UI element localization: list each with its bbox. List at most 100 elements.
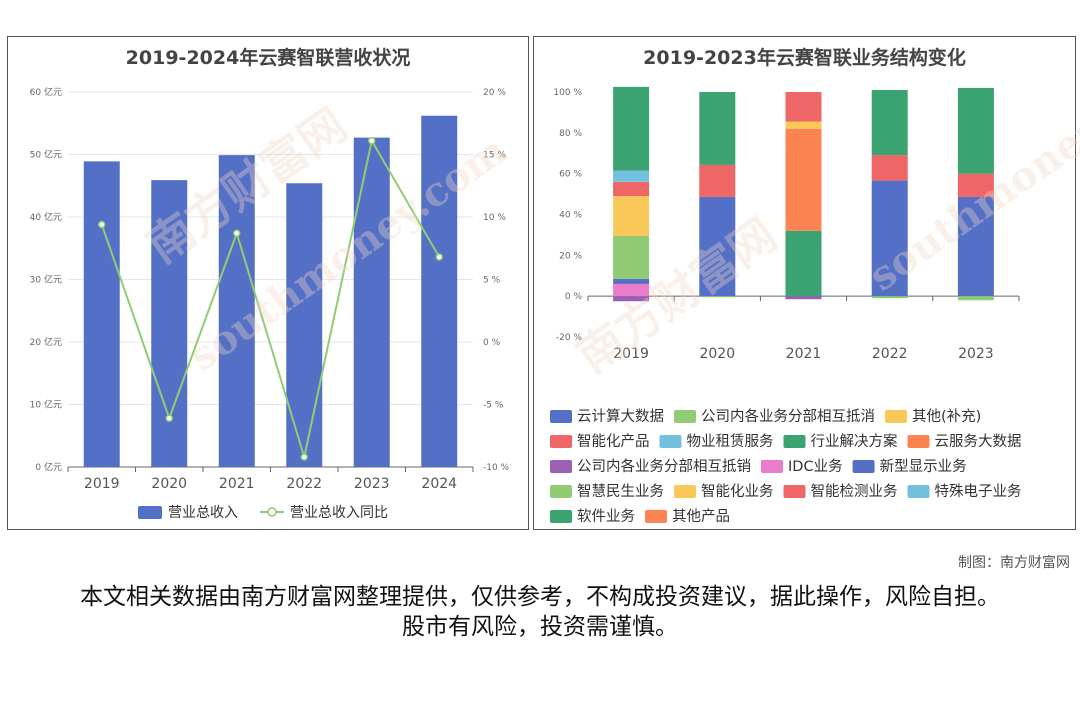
y-tick-label: -20 %	[556, 333, 583, 343]
legend-swatch	[783, 485, 806, 498]
right-tick-label: 20 %	[483, 88, 506, 98]
left-tick-label: 0 亿元	[35, 461, 62, 473]
legend-swatch	[550, 435, 572, 448]
stack-segment	[699, 196, 736, 297]
right-tick-label: -10 %	[483, 463, 510, 473]
revenue-bar	[286, 183, 323, 467]
stack-segment	[613, 181, 650, 197]
x-tick-label: 2022	[286, 476, 322, 492]
yoy-line	[100, 138, 441, 458]
legend-label: 智能化产品	[577, 433, 650, 450]
stack-segment	[785, 92, 822, 122]
legend-label: 物业租赁服务	[687, 433, 774, 450]
y-tick-label: 0 %	[565, 292, 583, 302]
chart-credit: 制图：南方财富网	[958, 555, 1070, 571]
structure-chart-title: 2019-2023年云赛智联业务结构变化	[643, 47, 966, 69]
legend-label: 云计算大数据	[577, 408, 664, 425]
stack-segment	[613, 296, 650, 302]
legend-label-yoy: 营业总收入同比	[290, 505, 388, 521]
legend-label: 公司内各业务分部相互抵消	[701, 408, 875, 425]
legend-swatch	[907, 435, 930, 448]
structure-chart: -20 % 0 % 20 % 40 % 60 % 80 % 100 % 2019 2020 202…	[550, 86, 1022, 525]
legend-label: 行业解决方案	[811, 432, 898, 450]
legend-swatch	[550, 410, 572, 423]
x-tick-label: 2023	[354, 476, 390, 492]
legend-swatch	[659, 435, 682, 448]
right-tick-label: 0 %	[483, 338, 501, 348]
revenue-chart-title: 2019-2024年云赛智联营收状况	[125, 47, 411, 69]
y-tick-label: 40 %	[559, 211, 582, 221]
stack-segment	[871, 155, 908, 181]
legend-swatch	[550, 460, 572, 473]
left-tick-label: 50 亿元	[30, 149, 62, 161]
x-tick-label: 2020	[699, 346, 735, 362]
legend-swatch	[907, 485, 930, 498]
x-tick-label: 2022	[872, 346, 908, 362]
legend-swatch	[674, 485, 696, 498]
legend-label: 云服务大数据	[935, 433, 1022, 450]
stack-segment	[785, 121, 822, 129]
disclaimer-text: 本文相关数据由南方财富网整理提供，仅供参考，不构成投资建议，据此操作，风险自担。…	[80, 584, 1000, 640]
structure-chart-panel: 2019-2023年云赛智联业务结构变化 -20 % 0 % 20 % 40 % 60 …	[533, 36, 1076, 530]
stack-segment	[785, 128, 822, 231]
legend-label: 其他产品	[672, 508, 730, 525]
legend-label: 智能检测业务	[811, 483, 898, 500]
stack-segment	[613, 283, 650, 297]
legend-swatch-yoy-marker	[267, 507, 277, 517]
yoy-point	[300, 453, 308, 461]
left-tick-label: 10 亿元	[30, 399, 62, 411]
left-tick-label: 30 亿元	[30, 274, 62, 286]
stack-segment	[699, 92, 736, 165]
revenue-bar	[353, 137, 390, 467]
x-tick-label: 2019	[613, 346, 649, 362]
legend-swatch-revenue	[138, 506, 162, 519]
stack-segment	[613, 86, 650, 171]
x-tick-label: 2019	[84, 476, 120, 492]
yoy-point	[435, 253, 443, 261]
legend-label: 公司内各业务分部相互抵销	[577, 458, 751, 475]
revenue-bar	[218, 155, 255, 467]
revenue-chart-panel: 2019-2024年云赛智联营收状况 0 亿元 10 亿元 20 亿元 30 亿元 40…	[7, 36, 529, 530]
y-tick-label: 100 %	[553, 88, 582, 98]
right-tick-label: 5 %	[483, 276, 501, 286]
stack-segment	[613, 196, 650, 236]
stack-segment	[871, 89, 908, 156]
yoy-point	[233, 229, 241, 237]
legend-swatch	[761, 460, 783, 473]
legend-label: 智慧民生业务	[577, 483, 664, 500]
right-tick-label: 10 %	[483, 213, 506, 223]
legend-swatch	[550, 510, 572, 523]
stack-segment	[699, 296, 736, 298]
x-tick-label: 2020	[151, 476, 187, 492]
right-tick-label: -5 %	[483, 401, 504, 411]
x-tick-label: 2021	[219, 476, 255, 492]
legend-label: 新型显示业务	[880, 458, 967, 475]
stack-segment	[613, 235, 650, 279]
revenue-bar	[151, 180, 188, 467]
y-tick-label: 80 %	[559, 129, 582, 139]
legend-label-revenue: 营业总收入	[168, 505, 238, 521]
legend-swatch	[885, 410, 907, 423]
legend-swatch	[783, 435, 806, 448]
left-tick-label: 40 亿元	[30, 211, 62, 223]
stack-segment	[785, 296, 822, 300]
legend-swatch	[645, 510, 667, 523]
legend-label: 其他(补充)	[912, 408, 981, 425]
stack-segment	[871, 180, 908, 297]
x-tick-label: 2024	[421, 476, 457, 492]
y-tick-label: 60 %	[559, 170, 582, 180]
stack-segment	[699, 164, 736, 197]
revenue-chart: 0 亿元 10 亿元 20 亿元 30 亿元 40 亿元 50 亿元 60 亿元 -10 % -…	[30, 86, 510, 521]
stack-segment	[785, 230, 822, 297]
legend-label: 智能化业务	[701, 483, 774, 500]
left-tick-label: 20 亿元	[30, 336, 62, 348]
yoy-point	[98, 220, 106, 229]
stack-segment	[957, 196, 994, 297]
revenue-bar	[83, 161, 120, 467]
stack-segment	[871, 296, 908, 299]
legend-swatch	[550, 485, 572, 498]
yoy-point	[368, 137, 376, 145]
stack-segment	[957, 296, 994, 301]
x-tick-label: 2021	[786, 346, 822, 362]
y-tick-label: 20 %	[559, 251, 582, 261]
